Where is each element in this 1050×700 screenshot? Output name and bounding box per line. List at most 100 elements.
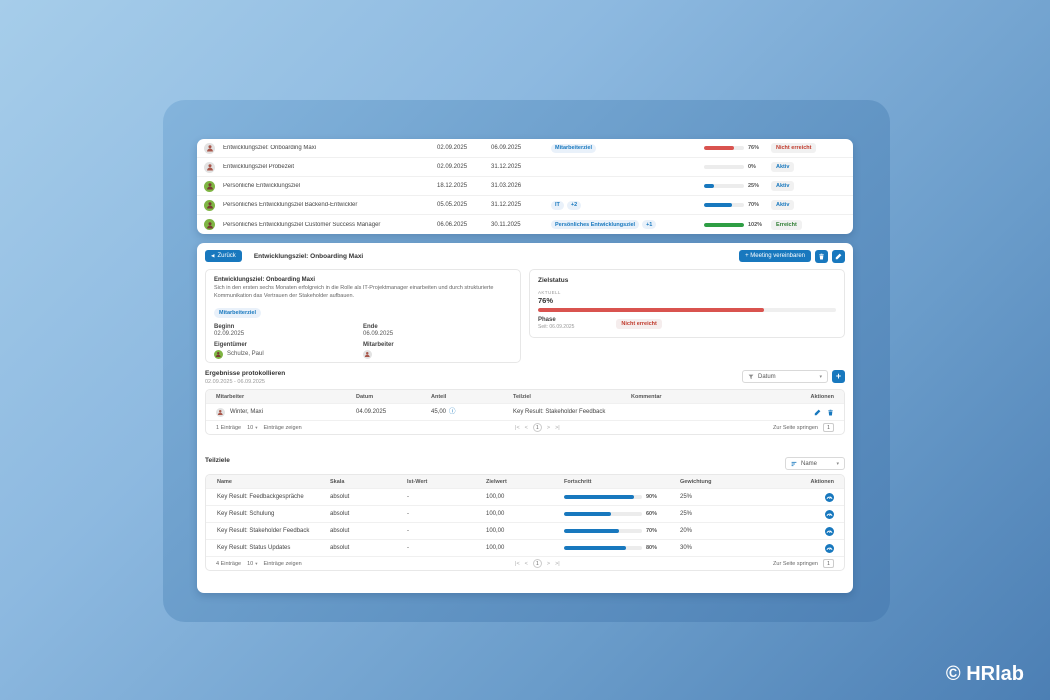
update-progress-icon[interactable]	[825, 493, 834, 502]
result-date: 04.09.2025	[356, 409, 387, 415]
delete-button[interactable]	[815, 249, 828, 263]
employee-label: Mitarbeiter	[363, 342, 394, 349]
results-table: Mitarbeiter Datum Anteil Teilziel Kommen…	[205, 389, 845, 435]
next-page-button[interactable]: >	[546, 424, 551, 431]
back-arrow-icon: ◀	[211, 253, 215, 258]
goal-progress: 102%	[704, 222, 771, 228]
employee-avatar	[216, 407, 225, 417]
per-page-select[interactable]: 10 ▾	[247, 424, 258, 431]
goal-tags: Persönliches Entwicklungsziel +1	[551, 220, 704, 229]
prev-page-button[interactable]: <	[524, 560, 528, 567]
col-header-anteil: Anteil	[431, 393, 447, 400]
col-header-aktionen: Aktionen	[810, 478, 834, 485]
per-page-select[interactable]: 10 ▾	[247, 560, 258, 567]
subgoal-weight: 20%	[680, 528, 693, 534]
current-progress-value: 76%	[538, 296, 554, 305]
subgoal-weight: 30%	[680, 545, 693, 551]
progress-percent: 70%	[748, 202, 760, 208]
delete-result-icon[interactable]	[827, 409, 834, 416]
jump-to-page-input[interactable]: 1	[823, 423, 834, 432]
progress-fill	[704, 184, 714, 188]
back-button[interactable]: ◀ Zurück	[205, 250, 242, 262]
first-page-button[interactable]: |<	[515, 560, 520, 567]
goal-end-date: 31.12.2025	[491, 202, 522, 208]
progress-fill	[564, 529, 619, 533]
update-progress-icon[interactable]	[825, 510, 834, 519]
owner-name: Schulze, Paul	[227, 351, 264, 358]
results-section: Ergebnisse protokollieren 02.09.2025 - 0…	[205, 370, 845, 435]
col-header-aktionen: Aktionen	[810, 393, 834, 400]
col-header-datum: Datum	[356, 393, 374, 400]
progress-percent: 25%	[748, 183, 760, 189]
current-page-indicator[interactable]: 1	[532, 423, 542, 432]
brand-watermark: © HRlab	[945, 663, 1024, 685]
progress-fill	[704, 222, 744, 227]
subgoals-sort-select[interactable]: Name ▾	[785, 457, 845, 470]
col-header-name: Name	[217, 478, 232, 485]
subgoal-name: Key Result: Feedbackgespräche	[217, 494, 304, 500]
phase-status-badge: Nicht erreicht	[616, 318, 662, 329]
goal-info-card: Entwicklungsziel: Onboarding Maxi Sich i…	[205, 269, 521, 363]
sort-select-value: Datum	[758, 373, 776, 380]
result-share: 45,00	[431, 409, 447, 415]
table-row[interactable]: Key Result: Feedbackgespräche absolut - …	[206, 488, 844, 505]
update-progress-icon[interactable]	[825, 527, 834, 536]
results-sort-select[interactable]: Datum ▾	[742, 370, 828, 383]
goal-name: Persönliche Entwicklungsziel	[223, 183, 301, 189]
subgoal-actual: -	[407, 511, 409, 517]
table-row[interactable]: Key Result: Schulung absolut - 100,00 60…	[206, 505, 844, 522]
col-header-zielwert: Zielwert	[486, 478, 507, 485]
table-row[interactable]: Key Result: Status Updates absolut - 100…	[206, 539, 844, 556]
chevron-down-icon: ▾	[819, 373, 822, 380]
entries-count: 4 Einträge	[216, 560, 242, 567]
status-progress-track	[538, 308, 836, 312]
progress-fill	[704, 146, 735, 150]
goal-tags: IT +2	[551, 200, 704, 210]
next-page-button[interactable]: >	[546, 560, 551, 567]
progress-track	[704, 203, 744, 207]
subgoal-target: 100,00	[486, 545, 505, 551]
page-title: Entwicklungsziel: Onboarding Maxi	[253, 252, 364, 260]
end-label: Ende	[363, 323, 378, 330]
prev-page-button[interactable]: <	[524, 424, 528, 431]
sort-select-value: Name	[801, 460, 818, 467]
progress-fill	[564, 495, 635, 499]
col-header-gewichtung: Gewichtung	[680, 478, 712, 485]
goal-start-date: 18.12.2025	[437, 183, 468, 189]
subgoal-actual: -	[407, 494, 409, 500]
first-page-button[interactable]: |<	[515, 424, 520, 431]
subgoals-pagination: 4 Einträge 10 ▾ Einträge zeigen |< < 1 > …	[206, 556, 844, 570]
edit-result-icon[interactable]	[814, 409, 821, 416]
col-header-teilziel: Teilziel	[513, 393, 531, 400]
progress-track	[564, 495, 642, 499]
info-icon[interactable]: ⓘ	[449, 407, 456, 415]
results-date-range: 02.09.2025 - 06.09.2025	[205, 379, 265, 385]
begin-label: Beginn	[214, 323, 235, 330]
table-row[interactable]: Entwicklungsziel Probezeit 02.09.2025 31…	[197, 158, 853, 177]
subgoal-scale: absolut	[330, 528, 350, 534]
add-result-button[interactable]: +	[832, 370, 845, 383]
table-row[interactable]: Entwicklungsziel: Onboarding Maxi 02.09.…	[197, 139, 853, 158]
last-page-button[interactable]: >|	[555, 424, 560, 431]
table-row[interactable]: Persönliche Entwicklungsziel 18.12.2025 …	[197, 177, 853, 196]
table-row[interactable]: Winter, Maxi 04.09.2025 45,00 ⓘ Key Resul…	[206, 403, 844, 420]
last-page-button[interactable]: >|	[555, 560, 560, 567]
goal-name: Persönliches Entwicklungsziel Customer S…	[223, 221, 381, 228]
edit-button[interactable]	[832, 249, 845, 263]
schedule-meeting-button[interactable]: + Meeting vereinbaren	[739, 250, 811, 262]
table-row[interactable]: Persönliches Entwicklungsziel Backend-En…	[197, 196, 853, 215]
progress-track	[704, 146, 744, 150]
goal-end-date: 30.11.2025	[491, 221, 521, 228]
update-progress-icon[interactable]	[825, 544, 834, 553]
results-title: Ergebnisse protokollieren	[205, 370, 286, 377]
subgoal-weight: 25%	[680, 511, 693, 517]
jump-to-page-input[interactable]: 1	[823, 559, 834, 568]
goal-tag: Mitarbeiterziel	[551, 143, 596, 153]
current-page-indicator[interactable]: 1	[532, 559, 542, 568]
results-pagination: 1 Einträge 10 ▾ Einträge zeigen |< < 1 > …	[206, 420, 844, 434]
subgoal-name: Key Result: Status Updates	[217, 545, 291, 551]
table-row[interactable]: Persönliches Entwicklungsziel Customer S…	[197, 215, 853, 234]
result-subgoal: Key Result: Stakeholder Feedback	[513, 409, 606, 415]
table-row[interactable]: Key Result: Stakeholder Feedback absolut…	[206, 522, 844, 539]
